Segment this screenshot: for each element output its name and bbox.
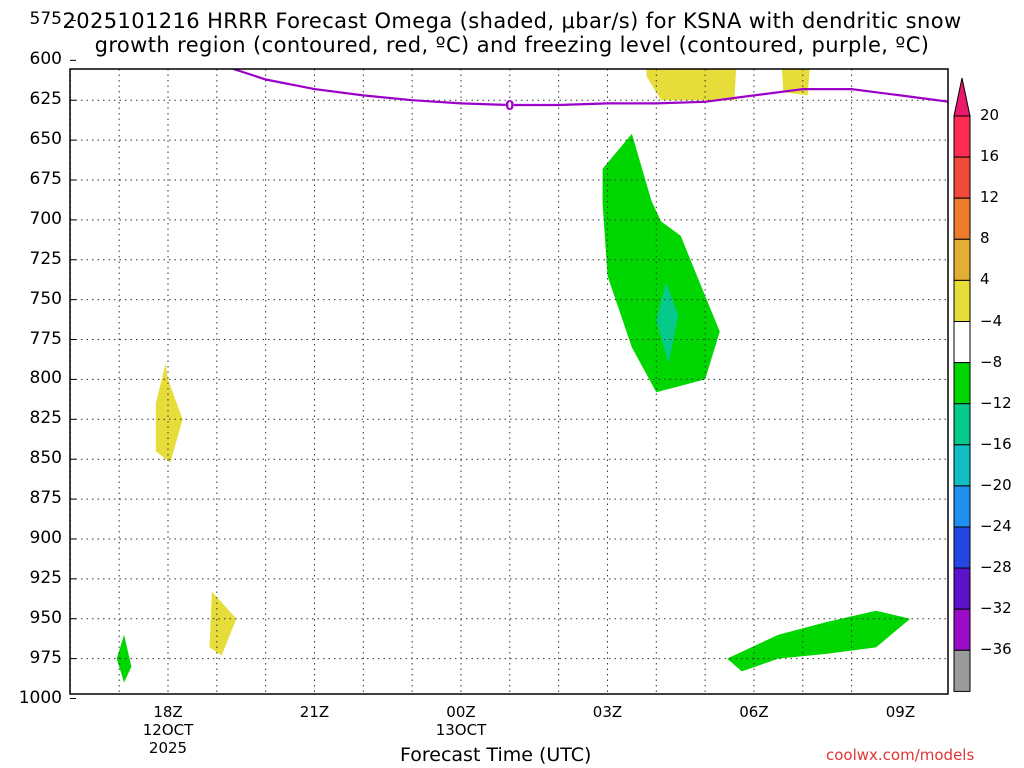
- colorbar-level-label: 12: [980, 188, 1000, 207]
- y-tick-label: 800: [29, 368, 62, 389]
- chart-title-line-2: growth region (contoured, red, ºC) and f…: [94, 33, 930, 57]
- x-tick-year-label: 2025: [148, 739, 188, 757]
- colorbar-level-label: −8: [980, 352, 1003, 371]
- y-tick-label: 975: [29, 647, 62, 668]
- y-tick-label: 925: [29, 567, 62, 588]
- colorbar-level-label: 20: [980, 106, 1000, 124]
- y-tick-label: 650: [29, 129, 62, 150]
- colorbar-swatch: [953, 321, 971, 364]
- freezing-level-contour-label: 0: [163, 54, 172, 69]
- y-tick-label: 725: [29, 248, 62, 269]
- omega-shaded-region: [116, 634, 132, 683]
- omega-shaded-region: [155, 363, 183, 463]
- y-tick-label: 675: [29, 168, 62, 189]
- colorbar-level-label: −36: [980, 640, 1012, 659]
- omega-shaded-region: [781, 69, 810, 96]
- x-tick-label: 18Z: [153, 703, 183, 721]
- omega-shaded-region: [646, 69, 737, 101]
- y-tick-label: 900: [29, 527, 62, 548]
- colorbar-level-label: −32: [980, 599, 1012, 618]
- colorbar-swatch: [953, 485, 971, 528]
- x-tick-label: 21Z: [299, 703, 330, 721]
- source-credit-link[interactable]: coolwx.com/models: [826, 746, 975, 764]
- colorbar-swatch: [953, 197, 971, 240]
- colorbar-top-arrow: [953, 77, 971, 117]
- colorbar-swatch: [953, 279, 971, 322]
- colorbar-swatch: [953, 567, 971, 610]
- colorbar-swatch: [953, 156, 971, 199]
- y-tick-label: 875: [29, 488, 62, 509]
- colorbar-swatch: [953, 115, 971, 158]
- omega-shaded-region: [209, 591, 237, 656]
- omega-shaded-region: [266, 0, 381, 21]
- y-tick-label: 775: [29, 328, 62, 349]
- y-tick-label: 600: [29, 49, 62, 70]
- y-tick-label: 575: [29, 9, 62, 30]
- y-tick-label: 1000: [18, 687, 62, 708]
- x-tick-label: 06Z: [739, 703, 769, 721]
- colorbar-swatch: [953, 403, 971, 446]
- colorbar-level-label: −28: [980, 558, 1012, 577]
- colorbar-level-label: 4: [980, 270, 990, 289]
- contour-label-background: [505, 99, 514, 112]
- colorbar-level-label: −20: [980, 475, 1012, 494]
- x-tick-date-label: 13OCT: [435, 721, 487, 739]
- colorbar-level-label: −12: [980, 393, 1012, 412]
- x-tick-label: 03Z: [592, 703, 623, 721]
- freezing-level-line: [70, 69, 948, 107]
- omega-shaded-region: [602, 133, 720, 393]
- y-tick-label: 700: [29, 208, 62, 229]
- x-tick-label: 00Z: [446, 703, 476, 721]
- colorbar-swatch: [953, 362, 971, 405]
- colorbar-swatch: [953, 444, 971, 487]
- y-tick-label: 850: [29, 448, 62, 469]
- colorbar-level-label: 8: [980, 229, 990, 248]
- colorbar-level-label: −16: [980, 434, 1012, 453]
- colorbar-swatch: [953, 238, 971, 281]
- omega-shaded-region: [727, 610, 911, 672]
- plot-area: 00: [70, 0, 948, 694]
- plot-frame: [69, 68, 949, 695]
- chart-title-line-1: 2025101216 HRRR Forecast Omega (shaded, …: [62, 9, 962, 33]
- colorbar-level-label: −4: [980, 311, 1003, 330]
- x-tick-date-label: 12OCT: [142, 721, 194, 739]
- colorbar-swatch: [953, 526, 971, 569]
- y-tick-label: 950: [29, 607, 62, 628]
- colorbar-level-label: 16: [980, 147, 1000, 166]
- y-tick-label: 825: [29, 408, 62, 429]
- x-axis-label: Forecast Time (UTC): [400, 744, 592, 766]
- colorbar-level-label: −24: [980, 517, 1012, 535]
- y-tick-label: 750: [29, 288, 62, 309]
- omega-shaded-region: [656, 282, 679, 364]
- colorbar-swatch: [953, 649, 971, 692]
- contour-label-background: [164, 54, 172, 66]
- y-tick-label: 625: [29, 89, 62, 110]
- freezing-level-contour-label: 0: [505, 99, 514, 114]
- x-tick-label: 09Z: [885, 703, 916, 721]
- colorbar-swatch: [953, 608, 971, 651]
